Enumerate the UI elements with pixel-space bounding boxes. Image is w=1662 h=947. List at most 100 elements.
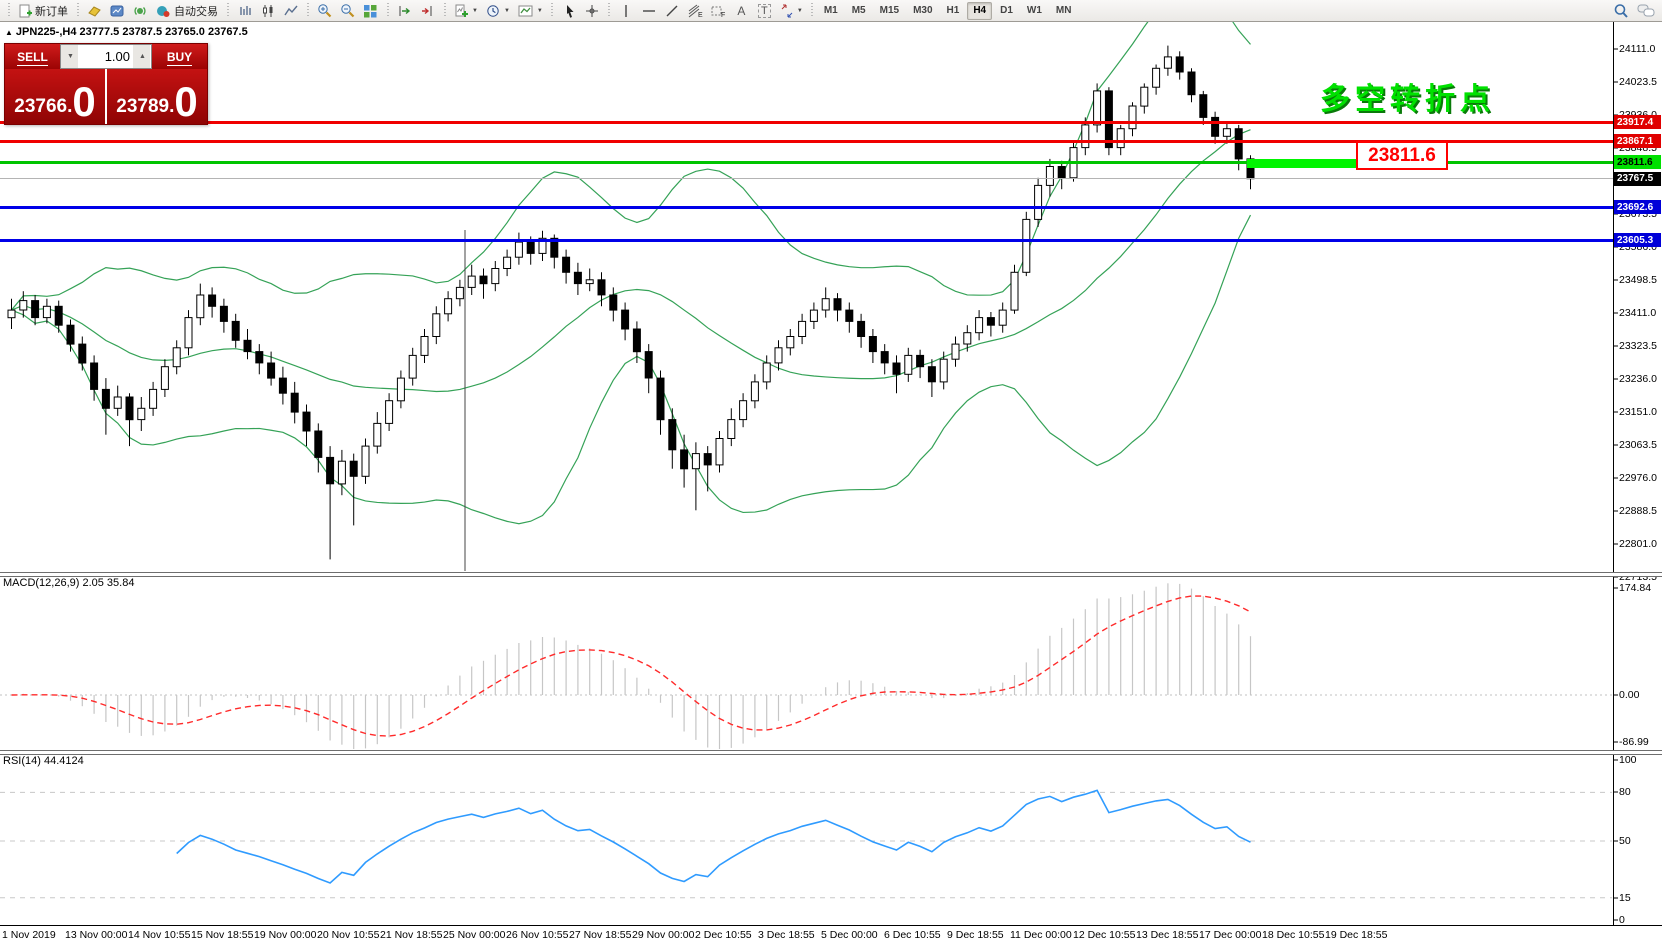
chart-shift-icon <box>422 5 432 16</box>
timeframe-m30[interactable]: M30 <box>907 2 938 20</box>
tile-windows-button[interactable] <box>359 1 382 21</box>
chat-button[interactable] <box>1633 1 1659 21</box>
channel-tool-button[interactable]: F <box>707 1 730 21</box>
time-axis-label: 25 Nov 00:00 <box>443 929 506 941</box>
zoom-in-button[interactable] <box>313 1 336 21</box>
auto-scroll-button[interactable] <box>393 1 416 21</box>
cursor-tool-button[interactable] <box>558 1 581 21</box>
timeframe-group: M1 M5 M15 M30 H1 H4 D1 W1 MN <box>818 1 1078 20</box>
chart-ohlc-header: ▲ JPN225-,H4 23777.5 23787.5 23765.0 2376… <box>5 26 248 38</box>
sell-price[interactable]: 23766. 0 <box>14 78 96 126</box>
horizontal-line-23867.1[interactable] <box>0 139 1613 143</box>
line-chart-button[interactable] <box>279 1 302 21</box>
current-price-line[interactable] <box>0 178 1613 180</box>
time-axis-label: 12 Dec 10:55 <box>1073 929 1136 941</box>
macd-rsi-splitter[interactable] <box>0 750 1662 755</box>
volume-increase-button[interactable]: ▲ <box>133 45 150 68</box>
zoom-out-button[interactable] <box>336 1 359 21</box>
signals-icon <box>134 6 146 15</box>
timeframe-m5[interactable]: M5 <box>846 2 872 20</box>
search-button[interactable] <box>1609 1 1633 21</box>
signals-button[interactable] <box>129 1 152 21</box>
volume-decrease-button[interactable]: ▼ <box>61 45 78 68</box>
price-axis-tick: 23323.5 <box>1619 340 1657 352</box>
arrows-tool-button[interactable]: ▼ <box>776 1 807 21</box>
text-label-tool-button[interactable]: T <box>753 1 776 21</box>
toolbar-grip[interactable] <box>225 3 230 18</box>
price-axis-tick: 22801.0 <box>1619 538 1657 550</box>
timeframe-h4[interactable]: H4 <box>967 1 993 20</box>
price-axis-tick: 22976.0 <box>1619 472 1657 484</box>
templates-button[interactable]: ▼ <box>514 1 547 21</box>
buy-price[interactable]: 23789. 0 <box>105 69 207 124</box>
toolbar-grip[interactable] <box>385 3 390 18</box>
toolbar-grip[interactable] <box>549 3 555 18</box>
main-macd-splitter[interactable] <box>0 572 1662 577</box>
time-axis-label: 17 Dec 00:00 <box>1199 929 1262 941</box>
timeframe-mn[interactable]: MN <box>1050 2 1078 20</box>
new-order-button[interactable]: 新订单 <box>14 1 72 21</box>
new-order-icon <box>19 4 32 17</box>
time-axis-label: 19 Nov 00:00 <box>254 929 317 941</box>
price-label-23917.4: 23917.4 <box>1614 115 1661 130</box>
volume-input[interactable] <box>78 45 133 68</box>
timeframe-w1[interactable]: W1 <box>1021 2 1048 20</box>
hline-icon <box>643 9 656 12</box>
buy-button[interactable]: BUY <box>152 44 207 69</box>
time-axis-label: 18 Dec 10:55 <box>1262 929 1325 941</box>
indicators-icon <box>455 4 468 17</box>
macd-label: MACD(12,26,9) 2.05 35.84 <box>3 577 135 589</box>
toolbar-grip[interactable] <box>606 3 612 18</box>
rsi-axis-tick: 15 <box>1619 892 1631 904</box>
toolbar-grip[interactable] <box>305 3 310 18</box>
periods-icon <box>487 4 499 17</box>
horizontal-line-23917.4[interactable] <box>0 120 1613 124</box>
tile-windows-icon <box>364 4 377 17</box>
new-chart-button[interactable] <box>83 1 106 21</box>
text-label-icon: T <box>757 3 771 18</box>
timeframe-m15[interactable]: M15 <box>874 2 905 20</box>
time-axis-label: 13 Dec 18:55 <box>1136 929 1199 941</box>
green-highlight-bar[interactable] <box>1247 159 1374 168</box>
time-axis-label: 29 Nov 00:00 <box>632 929 695 941</box>
profiles-icon <box>110 5 124 16</box>
trendline-tool-button[interactable] <box>661 1 684 21</box>
search-icon <box>1614 3 1628 18</box>
channel-icon: F <box>711 6 725 18</box>
price-callout-box[interactable]: 23811.6 <box>1356 141 1448 170</box>
horizontal-line-23692.6[interactable] <box>0 205 1613 209</box>
crosshair-tool-button[interactable] <box>581 1 604 21</box>
horizontal-line-23605.3[interactable] <box>0 238 1613 242</box>
rsi-axis-tick: 50 <box>1619 835 1631 847</box>
time-axis-label: 14 Nov 10:55 <box>128 929 191 941</box>
chart-shift-button[interactable] <box>416 1 439 21</box>
periods-button[interactable]: ▼ <box>482 1 514 21</box>
toolbar-grip[interactable] <box>6 3 11 18</box>
profiles-button[interactable] <box>106 1 129 21</box>
timeframe-h1[interactable]: H1 <box>941 2 966 20</box>
vertical-line-tool-button[interactable] <box>615 1 638 21</box>
indicators-button[interactable]: ▼ <box>450 1 482 21</box>
bar-chart-button[interactable] <box>233 1 256 21</box>
auto-trading-button[interactable]: 自动交易 <box>152 1 222 21</box>
fibonacci-tool-button[interactable]: E <box>684 1 707 21</box>
bar-chart-icon <box>239 5 251 15</box>
time-axis-label: 27 Nov 18:55 <box>569 929 632 941</box>
timeframe-m1[interactable]: M1 <box>818 2 844 20</box>
sell-button[interactable]: SELL <box>5 44 60 69</box>
text-tool-button[interactable]: A <box>730 1 753 21</box>
autotrade-icon <box>157 5 170 17</box>
rsi-axis-tick: 0 <box>1619 914 1625 926</box>
candlestick-button[interactable] <box>256 1 279 21</box>
macd-axis-tick: 0.00 <box>1619 689 1640 701</box>
price-axis-tick: 22888.5 <box>1619 505 1657 517</box>
toolbar-grip[interactable] <box>75 3 80 18</box>
time-axis[interactable] <box>0 925 1662 947</box>
timeframe-d1[interactable]: D1 <box>994 2 1019 20</box>
horizontal-line-23811.6[interactable] <box>0 160 1613 164</box>
toolbar-grip[interactable] <box>809 3 815 18</box>
zoom-out-icon <box>341 4 355 18</box>
chart-text-annotation[interactable]: 多空转折点 <box>1320 83 1495 116</box>
horizontal-line-tool-button[interactable] <box>638 1 661 21</box>
toolbar-grip[interactable] <box>442 3 447 18</box>
